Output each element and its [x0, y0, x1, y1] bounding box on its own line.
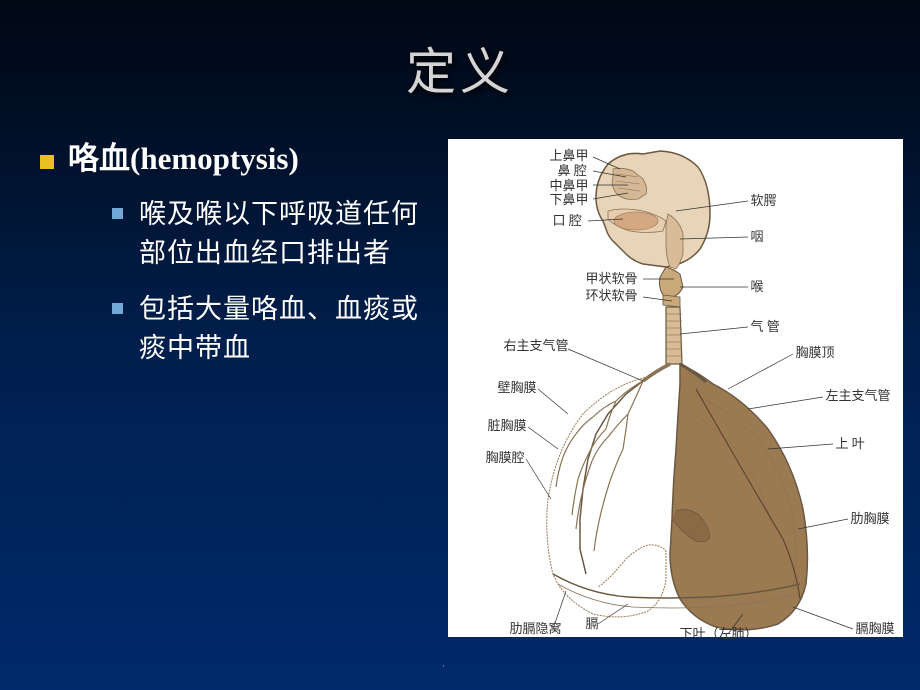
trachea: [666, 307, 682, 364]
bullet-level2: 喉及喉以下呼吸道任何部位出血经口排出者: [112, 195, 440, 273]
square-bullet-yellow: [40, 155, 54, 169]
bullet-level1: 咯血(hemoptysis): [40, 139, 440, 179]
label-youzhuzhiqiguan: 右主支气管: [504, 339, 569, 353]
label-ge: 膈: [586, 617, 599, 631]
text-column: 咯血(hemoptysis) 喉及喉以下呼吸道任何部位出血经口排出者 包括大量咯…: [40, 139, 440, 637]
label-biqiang: 鼻 腔: [558, 164, 587, 178]
square-bullet-blue: [112, 208, 123, 219]
label-ruane: 软腭: [751, 194, 777, 208]
bullet-level2: 包括大量咯血、血痰或痰中带血: [112, 290, 440, 368]
page-indicator: ·: [442, 660, 446, 672]
label-yan: 咽: [751, 230, 764, 244]
label-xiaye: 下叶（左肺）: [680, 627, 758, 641]
main-heading: 咯血(hemoptysis): [68, 139, 299, 179]
sub-item-1: 喉及喉以下呼吸道任何部位出血经口排出者: [139, 195, 440, 273]
bronchial-tree: [556, 381, 643, 551]
larynx: [659, 267, 683, 297]
left-lung: [670, 364, 807, 630]
label-leixiongmo: 肋胸膜: [851, 512, 890, 526]
label-leigeyinwo: 肋膈隐窝: [510, 622, 562, 636]
label-hou: 喉: [751, 280, 764, 294]
label-bixiongmo: 壁胸膜: [498, 381, 537, 395]
label-kouqiang: 口 腔: [553, 214, 582, 228]
label-jiazhuangruan: 甲状软骨: [586, 272, 638, 286]
square-bullet-blue: [112, 303, 123, 314]
label-xiongmoding: 胸膜顶: [796, 346, 835, 360]
label-shangye: 上 叶: [836, 437, 865, 451]
label-qiguan: 气 管: [751, 320, 780, 334]
content-area: 咯血(hemoptysis) 喉及喉以下呼吸道任何部位出血经口排出者 包括大量咯…: [0, 104, 920, 637]
slide-title: 定义: [0, 0, 920, 104]
label-gexiongmo: 膈胸膜: [856, 622, 895, 636]
label-shangbijia: 上鼻甲: [550, 149, 589, 163]
label-zuozhuzhiqiguan: 左主支气管: [826, 389, 891, 403]
anatomy-diagram: 上鼻甲 鼻 腔 中鼻甲 下鼻甲 口 腔 软腭 咽 甲状软骨 环状软骨 喉 气 管…: [448, 139, 903, 637]
diagram-column: 上鼻甲 鼻 腔 中鼻甲 下鼻甲 口 腔 软腭 咽 甲状软骨 环状软骨 喉 气 管…: [440, 139, 910, 637]
label-zangxiongmo: 脏胸膜: [488, 419, 527, 433]
sub-item-2: 包括大量咯血、血痰或痰中带血: [139, 290, 440, 368]
label-huanzhuangruan: 环状软骨: [586, 289, 638, 303]
label-xiabijia: 下鼻甲: [550, 193, 589, 207]
sub-bullet-list: 喉及喉以下呼吸道任何部位出血经口排出者 包括大量咯血、血痰或痰中带血: [40, 195, 440, 368]
label-xiongmoqiang: 胸膜腔: [486, 451, 525, 465]
right-bronchial-outline: [580, 364, 670, 574]
